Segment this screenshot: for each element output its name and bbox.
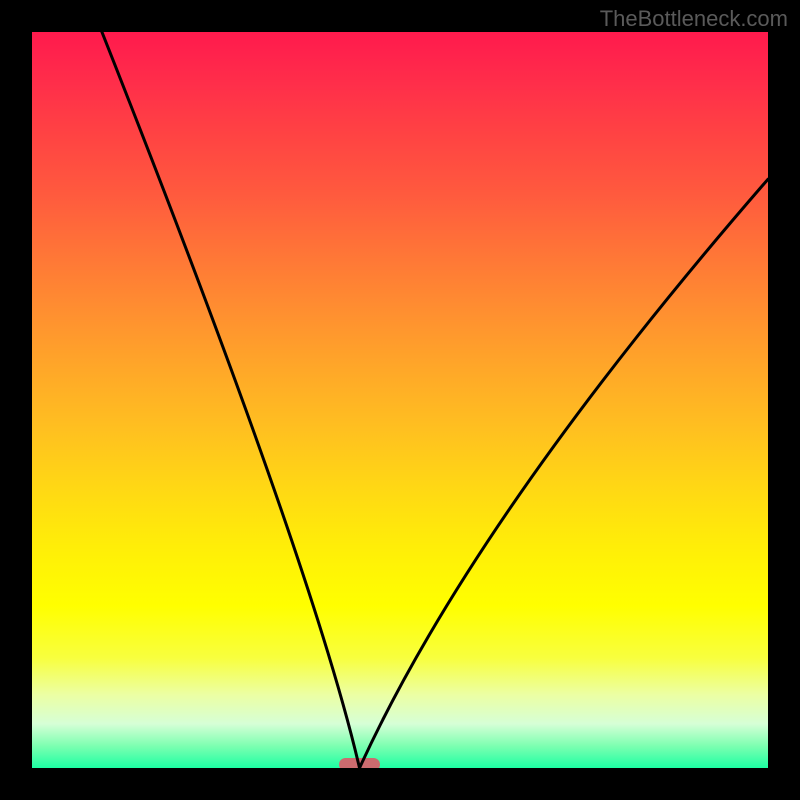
plot-area bbox=[32, 32, 768, 768]
watermark-text: TheBottleneck.com bbox=[600, 6, 788, 32]
curve-svg bbox=[32, 32, 768, 768]
chart-frame: TheBottleneck.com bbox=[0, 0, 800, 800]
v-curve bbox=[102, 32, 768, 768]
